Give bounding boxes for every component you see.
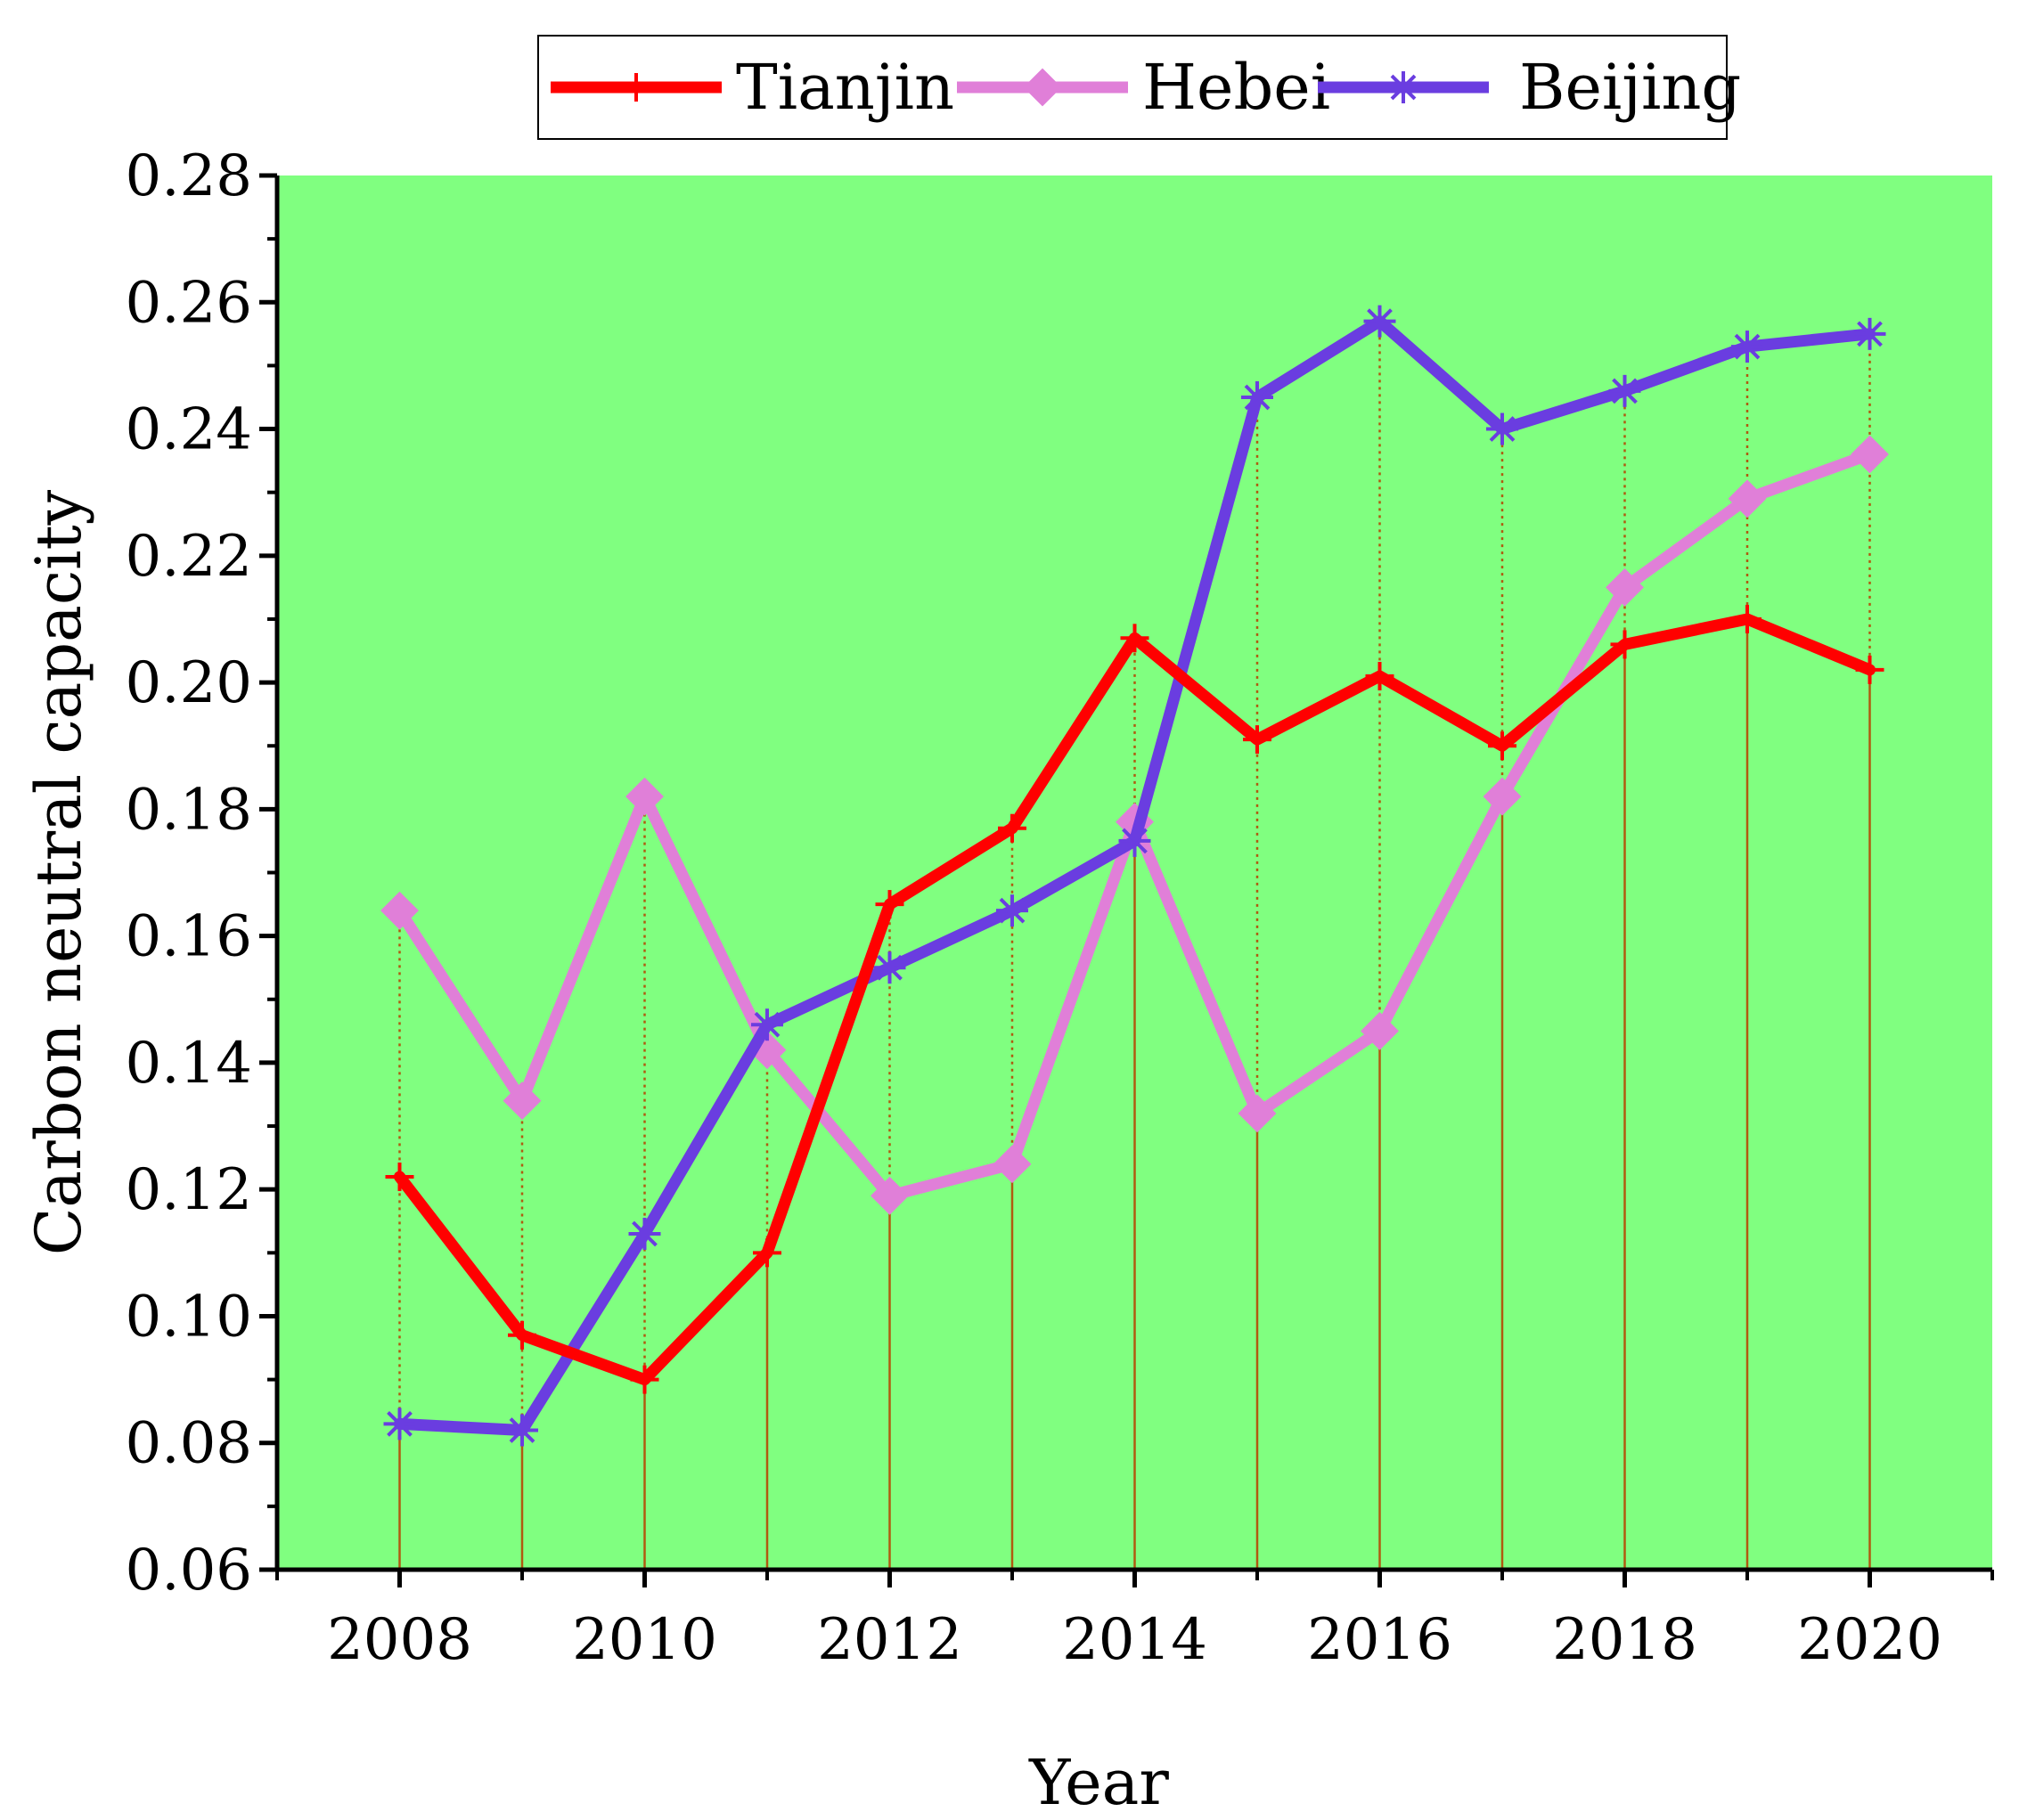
point-tianjin-2014 [1120, 624, 1149, 653]
series-tianjin [385, 604, 1884, 1394]
point-beijing-2012-d [877, 954, 903, 981]
point-hebei-2010 [625, 777, 664, 816]
point-beijing-2013 [996, 894, 1028, 927]
y-tick-label-0.12: 0.12 [126, 1157, 253, 1223]
point-tianjin-2017 [1488, 731, 1516, 761]
point-beijing-2009 [506, 1414, 538, 1447]
point-beijing-2017-d [1489, 416, 1516, 442]
legend: Tianjin Hebei Beijing [537, 35, 1741, 140]
x-tick-label-2016: 2016 [1307, 1607, 1452, 1673]
point-beijing-2019 [1731, 331, 1763, 363]
y-tick-label-0.16: 0.16 [126, 904, 253, 970]
drop-lines [398, 321, 1871, 1570]
point-hebei-2020 [1851, 435, 1889, 474]
y-tick-label-0.26: 0.26 [126, 270, 253, 336]
series-beijing [383, 305, 1886, 1447]
point-beijing-2020 [1853, 317, 1886, 350]
point-beijing-2013-d [999, 897, 1026, 924]
x-tick-label-2018: 2018 [1552, 1607, 1697, 1673]
point-beijing-2016-d [1367, 308, 1393, 334]
point-tianjin-2008 [385, 1162, 414, 1191]
point-tianjin-2012 [875, 890, 904, 919]
legend-label-beijing: Beijing [1519, 51, 1741, 124]
point-beijing-2015 [1241, 380, 1273, 413]
point-beijing-2014 [1118, 824, 1151, 857]
x-tick-label-2010: 2010 [572, 1607, 717, 1673]
legend-marker-hebei [1023, 68, 1062, 107]
legend-marker-tianjin [622, 73, 650, 102]
point-hebei-2018 [1606, 567, 1644, 607]
point-beijing-2017 [1486, 412, 1518, 445]
point-hebei-2017 [1483, 777, 1522, 816]
legend-box [537, 35, 1728, 140]
legend-label-hebei: Hebei [1142, 51, 1330, 124]
point-tianjin-2018 [1610, 630, 1639, 659]
y-tick-label-0.06: 0.06 [126, 1538, 253, 1604]
y-tick-label-0.28: 0.28 [126, 143, 253, 209]
point-beijing-2020-d [1857, 321, 1883, 347]
point-beijing-2010-d [632, 1220, 658, 1247]
y-axis-title: Carbon neutral capacity [22, 489, 95, 1255]
point-beijing-2008-d [387, 1411, 413, 1437]
point-hebei-2009 [503, 1081, 542, 1121]
y-tick-label-0.08: 0.08 [126, 1411, 253, 1477]
point-beijing-2009-d [509, 1417, 535, 1443]
x-tick-label-2020: 2020 [1797, 1607, 1942, 1673]
point-beijing-2018 [1608, 374, 1641, 407]
point-beijing-2015-d [1244, 384, 1271, 411]
legend-marker-beijing [1387, 71, 1419, 103]
x-tick-label-2014: 2014 [1062, 1607, 1207, 1673]
point-tianjin-2010 [630, 1365, 659, 1394]
y-tick-label-0.24: 0.24 [126, 397, 253, 463]
ticks: 0.06 0.08 0.10 0.12 0.14 0.16 0.18 0.20 0.22 0.24… [126, 143, 1994, 1673]
point-beijing-2012 [873, 951, 906, 984]
x-axis-title: Year [1028, 1746, 1169, 1819]
y-tick-label-0.14: 0.14 [126, 1031, 253, 1097]
point-beijing-2019-d [1734, 333, 1761, 360]
point-tianjin-2016 [1365, 661, 1394, 690]
point-tianjin-2011 [753, 1238, 781, 1268]
point-hebei-2016 [1361, 1011, 1399, 1050]
point-beijing-2011-d [754, 1011, 781, 1038]
legend-label-tianjin: Tianjin [736, 51, 954, 124]
point-tianjin-2019 [1733, 604, 1762, 633]
point-beijing-2018-d [1612, 378, 1638, 404]
point-tianjin-2013 [998, 813, 1026, 843]
point-beijing-2016 [1363, 305, 1396, 338]
point-tianjin-2020 [1855, 655, 1884, 684]
y-tick-label-0.18: 0.18 [126, 777, 253, 843]
point-tianjin-2009 [508, 1320, 536, 1350]
y-tick-label-0.22: 0.22 [126, 524, 253, 590]
y-tick-label-0.10: 0.10 [126, 1284, 253, 1350]
point-hebei-2012 [871, 1176, 909, 1215]
y-tick-label-0.20: 0.20 [126, 650, 253, 716]
point-tianjin-2015 [1243, 725, 1271, 755]
point-beijing-2010 [628, 1217, 661, 1250]
point-hebei-2013 [993, 1145, 1032, 1184]
legend-marker-beijing-d [1390, 74, 1417, 101]
point-beijing-2008 [383, 1408, 416, 1440]
point-beijing-2014-d [1122, 828, 1148, 854]
x-tick-label-2008: 2008 [327, 1607, 472, 1673]
point-hebei-2019 [1728, 479, 1767, 518]
point-hebei-2015 [1238, 1094, 1277, 1133]
point-beijing-2011 [751, 1008, 783, 1041]
x-tick-label-2012: 2012 [817, 1607, 962, 1673]
series-lines [380, 305, 1889, 1447]
point-hebei-2008 [380, 891, 419, 930]
